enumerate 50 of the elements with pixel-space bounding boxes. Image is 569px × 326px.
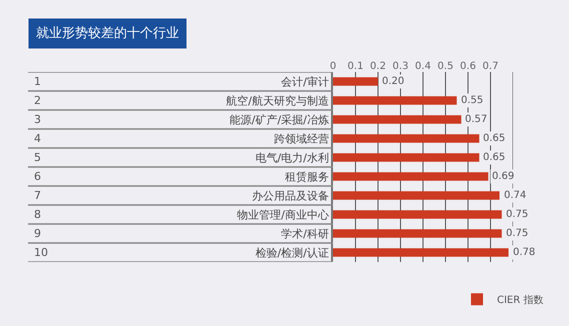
data-label: 0.55 [461,95,484,106]
data-label: 0.75 [506,209,528,220]
text: 2 [34,94,41,107]
data-label: 0.65 [483,152,506,163]
x-tick-label: 0.6 [460,61,476,72]
bar [333,229,502,238]
text: 就业形势较差的十个行业 [36,26,179,41]
text: 7 [34,189,41,202]
bar [333,77,378,86]
x-tick-label: 0.5 [438,61,454,72]
y-tick-label: 租赁服务 [284,170,329,184]
text: 3 [34,113,41,126]
text: 6 [34,170,41,183]
legend-label: CIER 指数 [497,294,544,306]
y-tick-label: 物业管理/商业中心 [237,208,329,222]
data-label: 0.69 [492,171,514,182]
text: 1 [34,75,41,88]
text: 9 [34,227,41,240]
text: 4 [34,132,41,145]
bar [333,191,500,200]
bar [333,96,457,105]
text: 5 [34,151,41,164]
y-tick-label: 办公用品及设备 [252,189,329,202]
bar [333,210,502,219]
bar [333,134,480,143]
x-tick-label: 0.2 [370,61,386,72]
data-label: 0.65 [483,133,506,144]
y-tick-label: 会计/审计 [281,75,329,88]
bar [333,115,462,124]
data-label: 0.74 [504,190,526,201]
data-label: 0.78 [513,247,536,258]
text: 10 [34,246,48,259]
x-tick-label: 0.3 [392,61,408,72]
bar [333,248,508,257]
data-label: 0.75 [506,228,528,239]
bar [333,153,480,162]
x-tick-label: 0 [330,61,336,72]
data-label: 0.57 [465,114,488,125]
x-tick-label: 0.4 [415,61,431,72]
y-tick-label: 检验/检测/认证 [255,246,329,260]
y-tick-label: 航空/航天研究与制造 [226,94,329,108]
y-tick-label: 能源/矿产/采掘/冶炼 [230,113,329,126]
y-tick-label: 电气/电力/水利 [255,151,329,164]
x-tick-label: 0.7 [482,61,498,72]
y-tick-label: 跨领域经营 [274,132,329,146]
x-tick-label: 0.1 [348,61,364,72]
y-tick-label: 学术/科研 [281,227,329,240]
data-label: 0.20 [382,76,404,87]
bar [333,172,488,181]
text: 8 [34,208,41,221]
